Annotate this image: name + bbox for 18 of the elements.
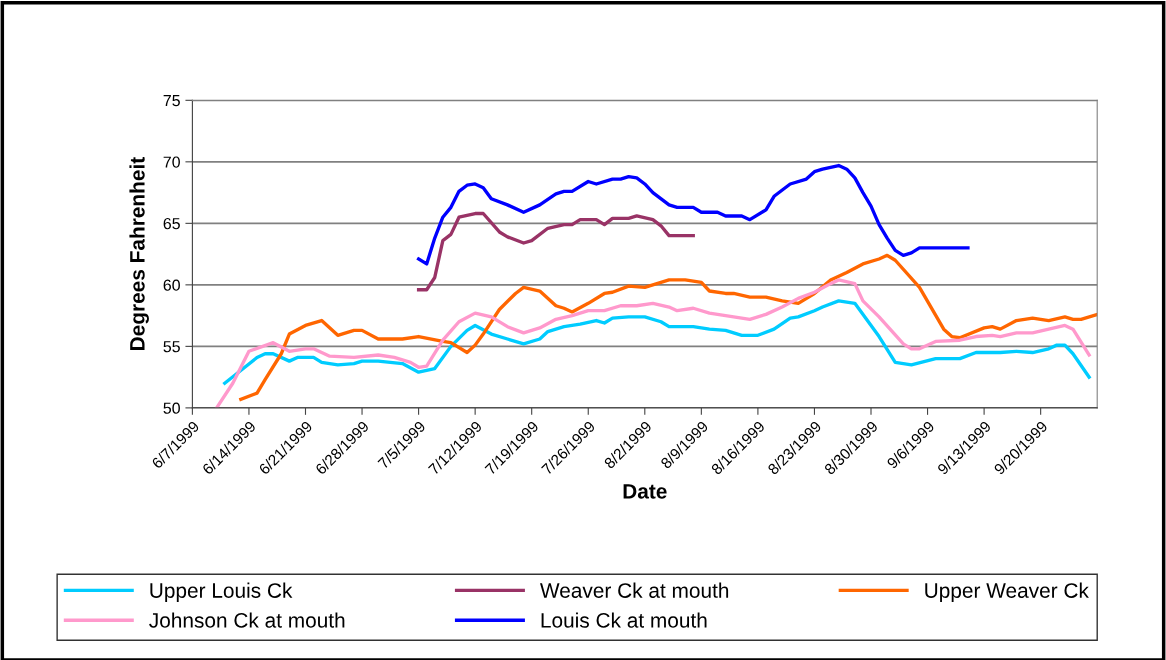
y-tick-label: 75 (163, 95, 180, 107)
y-tick-label: 55 (163, 341, 180, 353)
line-series (239, 253, 1098, 401)
legend-label: Louis Ck at mouth (541, 612, 707, 628)
legend-label: Upper Weaver Ck (925, 582, 1089, 603)
line-series (416, 211, 695, 292)
y-tick-label: 60 (163, 279, 180, 291)
x-axis-title: Date (623, 484, 667, 499)
y-tick-label: 70 (163, 156, 180, 168)
legend-label: Johnson Ck at mouth (149, 612, 345, 628)
y-axis-title: Degrees Fahrenheit (129, 157, 149, 350)
line-series (214, 278, 1091, 408)
line-series (223, 299, 1091, 385)
legend-label: Weaver Ck at mouth (540, 582, 729, 598)
line-series (416, 163, 970, 266)
y-tick-label: 50 (163, 402, 180, 414)
y-tick-label: 65 (163, 217, 180, 230)
legend-label: Upper Louis Ck (150, 582, 293, 603)
